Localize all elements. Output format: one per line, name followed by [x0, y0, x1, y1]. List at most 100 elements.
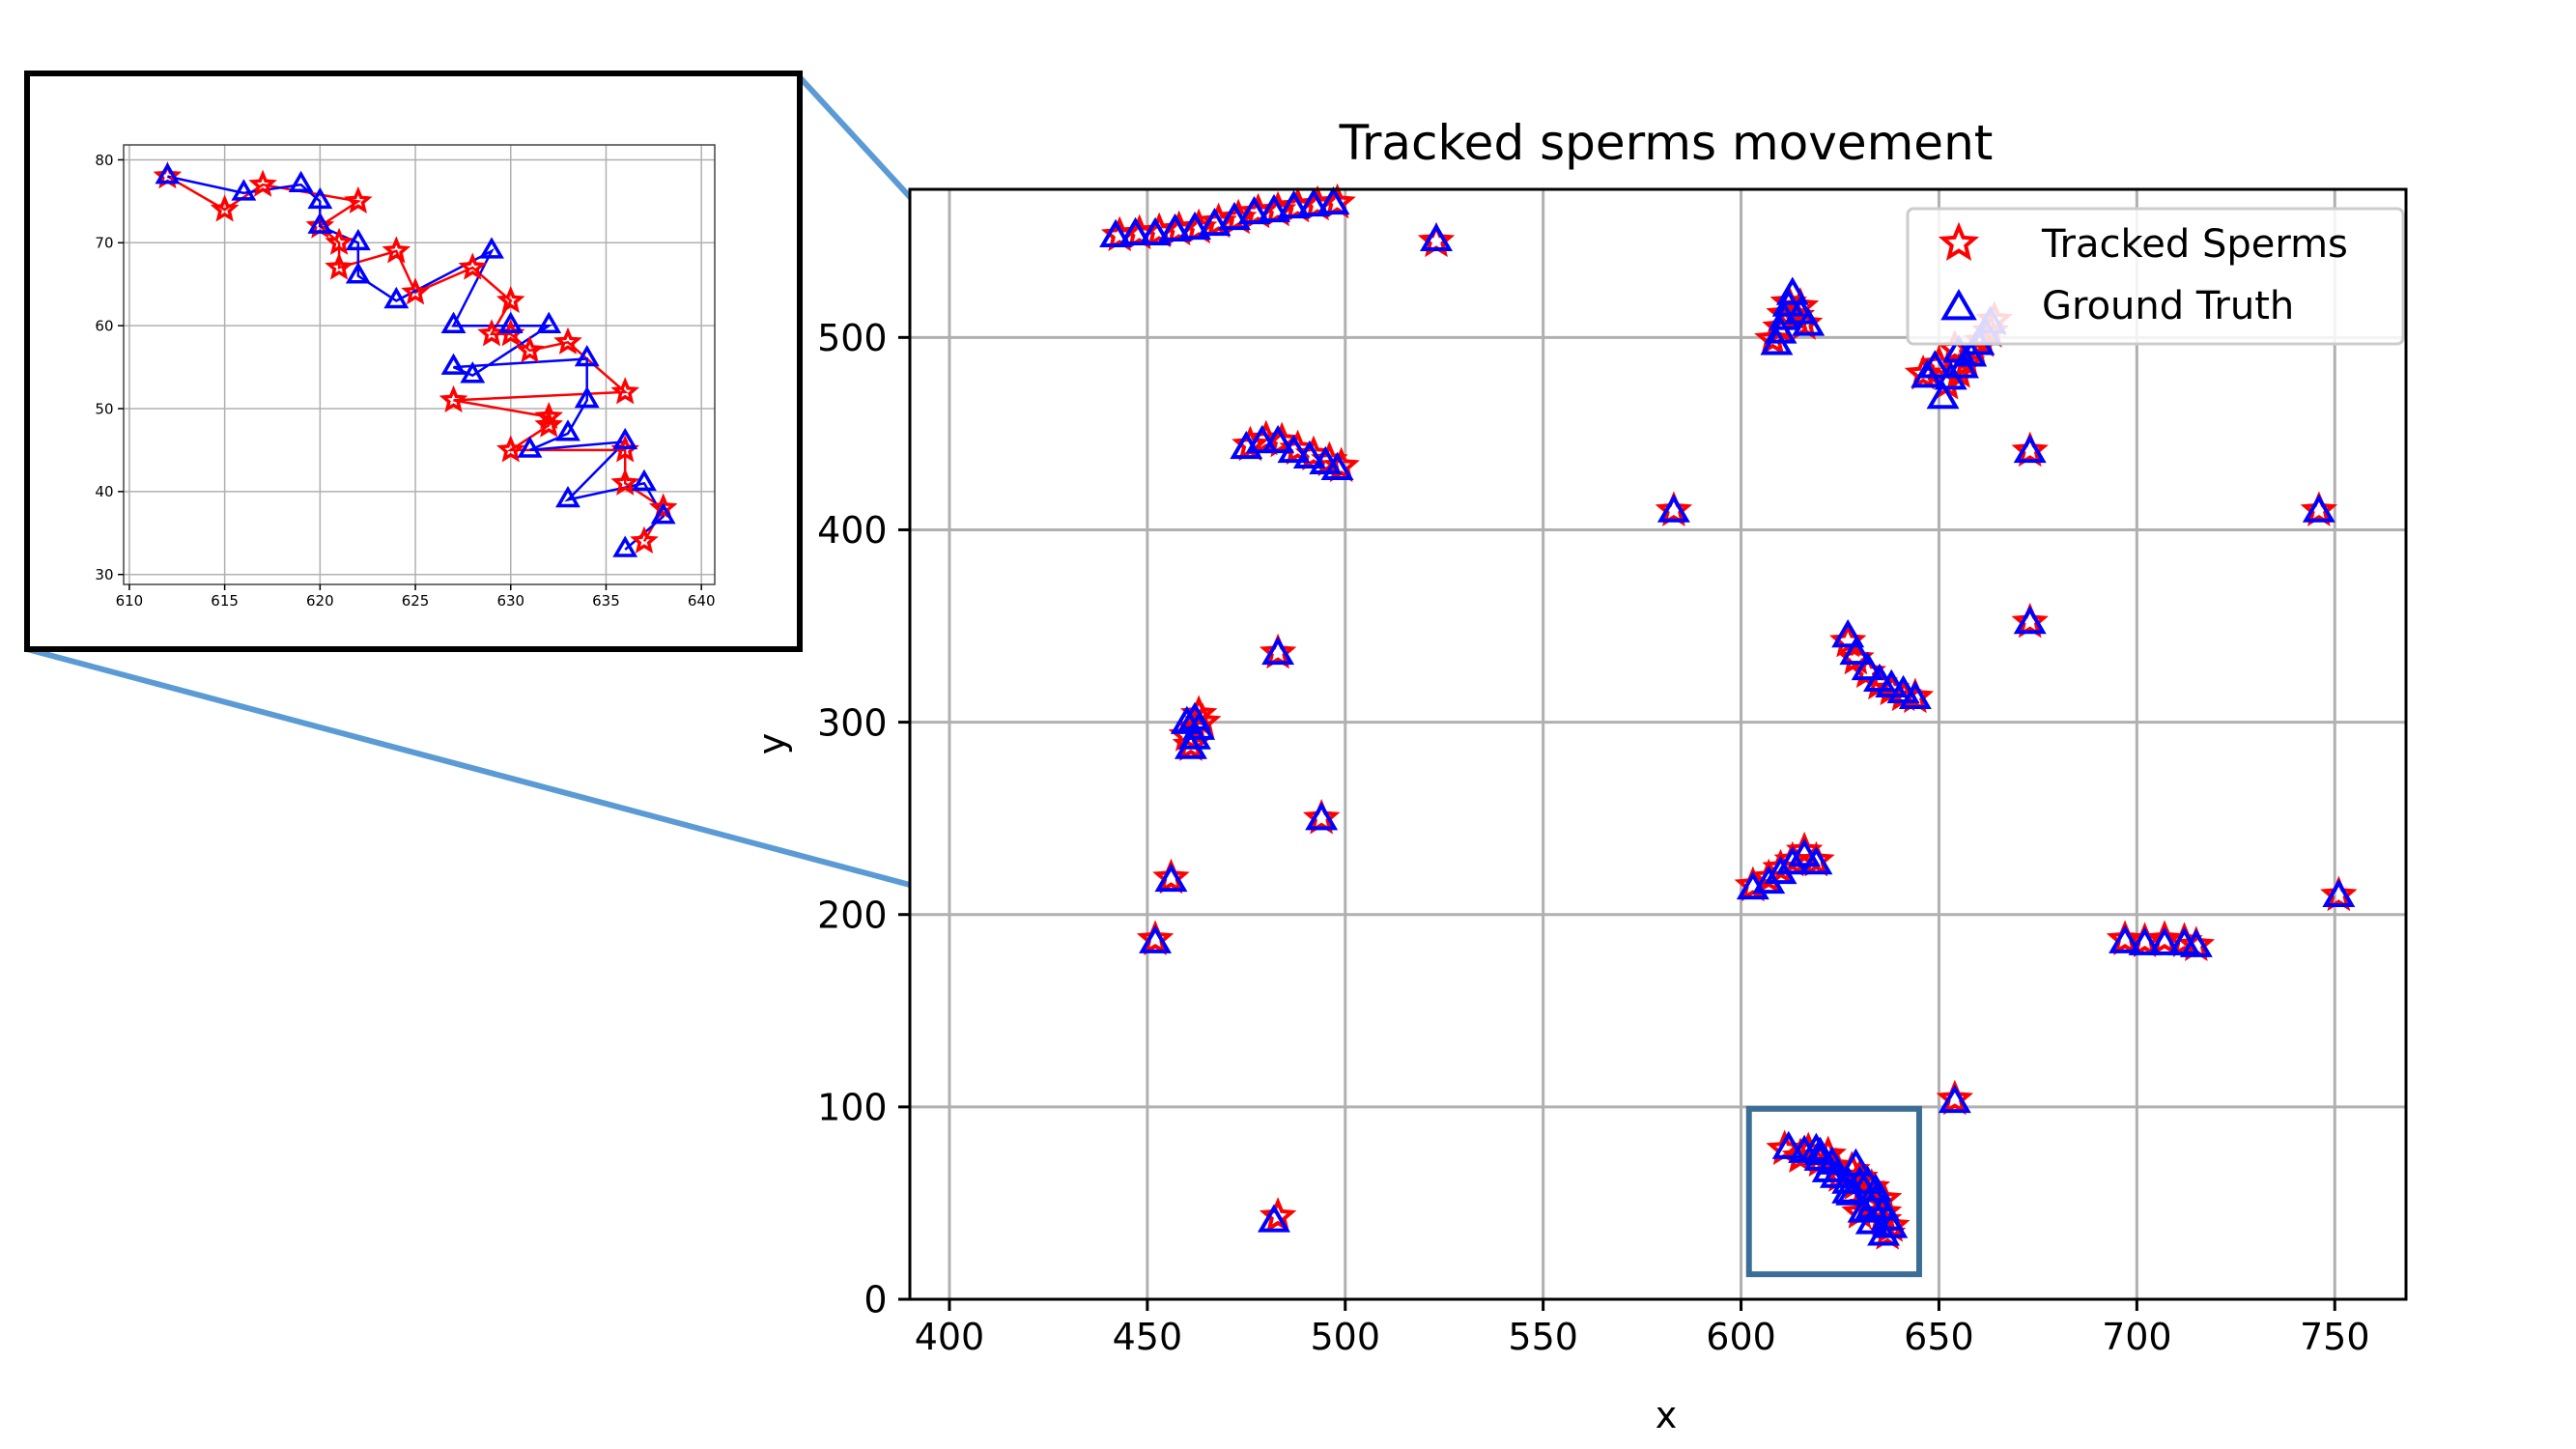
tracked-point — [648, 493, 678, 521]
ground-truth-point — [1277, 434, 1311, 464]
y-tick-label: 50 — [95, 400, 113, 417]
y-tick-label: 40 — [95, 483, 113, 500]
ground-truth-point — [1118, 216, 1152, 246]
ground-truth-point — [1139, 924, 1173, 953]
ground-truth-point — [574, 345, 600, 367]
tracked-point — [458, 252, 488, 280]
legend-label-tracked-sperms: Tracked Sperms — [2041, 222, 2348, 267]
y-tick-label: 0 — [863, 1279, 887, 1321]
tracked-point — [401, 277, 430, 305]
x-tick-label: 650 — [1904, 1316, 1974, 1358]
ground-truth-point — [650, 502, 676, 525]
ground-truth-point — [1938, 1084, 1971, 1114]
ground-truth-point — [1799, 845, 1833, 875]
tracked-point — [382, 236, 411, 264]
tracked-point — [439, 384, 468, 412]
x-tick-label: 615 — [211, 592, 239, 610]
ground-truth-point — [307, 212, 333, 234]
ground-truth-point — [1237, 195, 1271, 225]
ground-truth-point — [1898, 680, 1932, 709]
main-plot-frame — [908, 187, 2408, 1301]
ground-truth-point — [1831, 618, 1865, 648]
x-tick-label: 550 — [1508, 1316, 1578, 1358]
tracked-point — [1828, 621, 1867, 658]
ground-truth-point — [2013, 434, 2047, 464]
ground-truth-point — [1839, 636, 1873, 666]
y-tick-label: 70 — [95, 235, 113, 252]
main-y-ticks: 0 100 200 300 400 500 — [817, 317, 910, 1321]
inset-plot-frame — [123, 144, 716, 585]
ground-truth-point — [555, 419, 580, 441]
y-tick-label: 400 — [817, 509, 888, 552]
tracked-point — [2011, 602, 2049, 639]
tracked-point — [1936, 1079, 1974, 1116]
inset-y-ticks: 30 40 50 60 70 80 — [95, 152, 124, 583]
inset-x-ticks: 610 615 620 625 630 635 640 — [116, 584, 716, 610]
legend-label-ground-truth: Ground Truth — [2042, 284, 2294, 328]
ground-truth-point — [536, 311, 562, 333]
chart-title: Tracked sperms movement — [1339, 115, 1994, 171]
ground-truth-point — [1941, 334, 1975, 363]
tracked-point — [210, 194, 240, 222]
ground-truth-point — [555, 485, 580, 508]
ground-truth-point — [155, 162, 181, 185]
x-tick-label: 700 — [2102, 1316, 2172, 1358]
ground-truth-point — [1158, 213, 1192, 242]
x-tick-label: 500 — [1311, 1316, 1381, 1358]
ground-truth-point — [479, 237, 504, 259]
ground-truth-point — [497, 311, 524, 333]
ground-truth-point — [231, 179, 257, 201]
main-plot-area — [910, 189, 2406, 1299]
legend-triangle-icon — [1940, 289, 1977, 321]
ground-truth-point — [345, 262, 371, 284]
tracked-point — [344, 185, 373, 213]
tracked-point — [553, 327, 582, 355]
ground-truth-point — [1858, 1173, 1892, 1202]
ground-truth-point — [2013, 606, 2047, 635]
ground-truth-point — [1775, 845, 1809, 875]
ground-truth-point — [2148, 926, 2182, 955]
y-tick-label: 100 — [817, 1087, 888, 1129]
tracked-point — [1904, 354, 1942, 390]
ground-truth-point — [460, 361, 486, 384]
x-tick-label: 400 — [915, 1316, 985, 1358]
tracked-point — [1152, 858, 1190, 895]
ground-truth-point — [2322, 878, 2356, 908]
tracked-point — [1302, 798, 1341, 835]
x-tick-label: 630 — [496, 592, 524, 610]
x-tick-label: 640 — [688, 592, 716, 610]
y-tick-label: 80 — [95, 152, 113, 169]
tracked-point — [630, 526, 659, 554]
tracked-point — [1837, 639, 1875, 675]
inset-border — [24, 71, 803, 652]
ground-truth-point — [1277, 189, 1311, 219]
tracked-point — [534, 402, 564, 430]
ground-truth-point — [1099, 218, 1133, 248]
legend-box — [1906, 207, 2405, 346]
ground-truth-point — [1178, 701, 1212, 730]
ground-truth-point — [612, 427, 638, 450]
ground-truth-point — [1258, 1204, 1290, 1233]
legend-entry-ground-truth: Ground Truth — [1940, 284, 2294, 328]
tracked-point — [495, 285, 525, 313]
main-x-ticks: 400 450 500 550 600 650 700 750 — [915, 1299, 2370, 1358]
legend-star-icon — [1938, 221, 1980, 261]
x-tick-label: 450 — [1113, 1316, 1183, 1358]
x-tick-label: 635 — [592, 592, 620, 610]
ground-truth-point — [1154, 863, 1188, 893]
ground-truth-point — [2128, 926, 2162, 955]
ground-truth-point — [1918, 350, 1952, 379]
ground-truth-point — [440, 311, 467, 333]
tracked-point — [325, 252, 354, 280]
ground-truth-point — [1656, 494, 1690, 523]
tracked-point — [248, 169, 277, 197]
ground-truth-point — [1867, 1217, 1901, 1246]
tracked-point — [610, 377, 640, 405]
ground-truth-point — [1178, 211, 1212, 241]
ground-truth-point — [1316, 185, 1350, 215]
ground-truth-point — [1170, 705, 1203, 734]
tracked-point — [1172, 725, 1210, 761]
ground-truth-point — [307, 186, 333, 210]
legend: Tracked Sperms Ground Truth — [1906, 207, 2405, 346]
ground-truth-point — [2302, 494, 2335, 523]
